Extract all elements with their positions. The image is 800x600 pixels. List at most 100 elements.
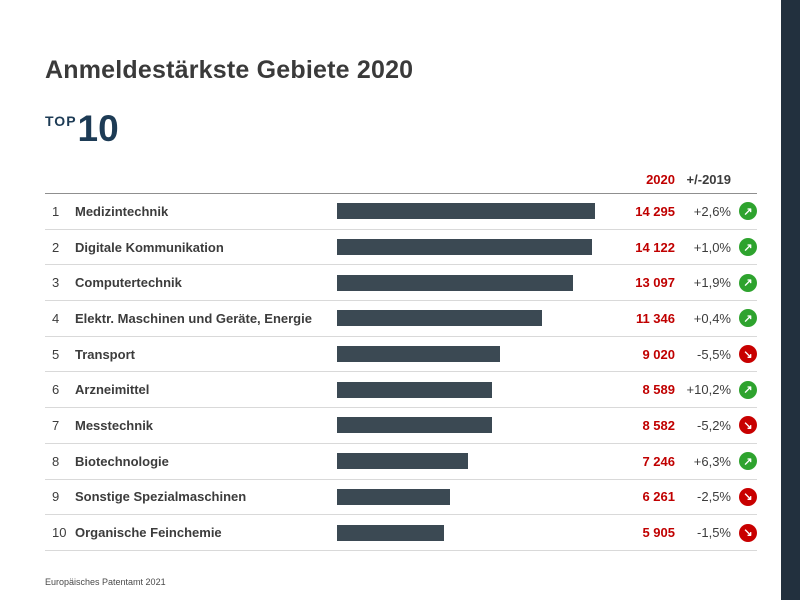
change-label: +2,6% <box>693 203 731 219</box>
category-label: Sonstige Spezialmaschinen <box>75 489 247 505</box>
accent-strip <box>781 0 800 600</box>
rank-label: 7 <box>52 417 60 433</box>
trend-cell: ↘ <box>731 345 757 364</box>
trend-up-icon: ↗ <box>739 273 757 292</box>
top-number: 10 <box>77 108 119 149</box>
table-row: 7 Messtechnik 8 582 -5,2% ↘ <box>45 408 757 444</box>
value-label: 14 122 <box>635 239 675 255</box>
trend-down-icon: ↘ <box>739 487 757 506</box>
table-row: 6 Arzneimittel 8 589 +10,2% ↗ <box>45 372 757 409</box>
rank-label: 6 <box>52 382 60 398</box>
value-bar <box>337 381 492 398</box>
source-note: Europäisches Patentamt 2021 <box>45 577 166 587</box>
bar-cell <box>337 488 607 505</box>
table-header-row: 2020 +/-2019 <box>45 166 757 194</box>
trend-cell: ↗ <box>731 273 757 292</box>
rank-label: 9 <box>52 489 60 505</box>
category-label: Computertechnik <box>75 275 182 291</box>
trend-up-icon: ↗ <box>739 452 757 471</box>
change-label: +1,9% <box>693 275 731 291</box>
bar-cell <box>337 203 607 220</box>
bar-cell <box>337 239 607 256</box>
category-label: Digitale Kommunikation <box>75 239 224 255</box>
rank-label: 3 <box>52 275 60 291</box>
trend-down-icon: ↘ <box>739 345 757 364</box>
trend-up-icon: ↗ <box>739 202 757 221</box>
table-row: 8 Biotechnologie 7 246 +6,3% ↗ <box>45 444 757 480</box>
value-label: 13 097 <box>635 275 675 291</box>
rank-label: 4 <box>52 310 60 326</box>
change-label: -5,2% <box>697 417 731 433</box>
table-row: 3 Computertechnik 13 097 +1,9% ↗ <box>45 265 757 302</box>
category-label: Transport <box>75 346 135 362</box>
value-bar <box>337 453 468 470</box>
rank-label: 1 <box>52 203 60 219</box>
trend-cell: ↗ <box>731 238 757 257</box>
rank-label: 5 <box>52 346 60 362</box>
value-bar <box>337 203 595 220</box>
category-label: Arzneimittel <box>75 382 150 398</box>
column-header-year: 2020 <box>646 172 675 187</box>
bar-cell <box>337 524 607 541</box>
trend-cell: ↗ <box>731 202 757 221</box>
change-label: +10,2% <box>686 382 731 398</box>
trend-down-icon: ↘ <box>739 416 757 435</box>
value-label: 14 295 <box>635 203 675 219</box>
table-row: 10 Organische Feinchemie 5 905 -1,5% ↘ <box>45 515 757 551</box>
rank-label: 10 <box>52 525 67 541</box>
category-label: Organische Feinchemie <box>75 525 222 541</box>
rank-label: 2 <box>52 239 60 255</box>
change-label: +1,0% <box>693 239 731 255</box>
ranking-table: 2020 +/-2019 1 Medizintechnik 14 295 +2,… <box>45 166 757 551</box>
value-label: 5 905 <box>642 525 675 541</box>
value-bar <box>337 524 444 541</box>
change-label: -1,5% <box>697 525 731 541</box>
page-title: Anmeldestärkste Gebiete 2020 <box>45 56 414 84</box>
category-label: Medizintechnik <box>75 203 169 219</box>
table-row: 5 Transport 9 020 -5,5% ↘ <box>45 337 757 373</box>
top-label: TOP <box>45 113 77 129</box>
category-label: Elektr. Maschinen und Geräte, Energie <box>75 310 312 326</box>
table-row: 4 Elektr. Maschinen und Geräte, Energie … <box>45 301 757 337</box>
trend-cell: ↘ <box>731 487 757 506</box>
trend-cell: ↘ <box>731 416 757 435</box>
trend-down-icon: ↘ <box>739 523 757 542</box>
bar-cell <box>337 346 607 363</box>
bar-cell <box>337 310 607 327</box>
bar-cell <box>337 381 607 398</box>
value-label: 8 582 <box>642 417 675 433</box>
value-label: 8 589 <box>642 382 675 398</box>
value-label: 9 020 <box>642 346 675 362</box>
table-row: 2 Digitale Kommunikation 14 122 +1,0% ↗ <box>45 230 757 266</box>
table-row: 9 Sonstige Spezialmaschinen 6 261 -2,5% … <box>45 480 757 516</box>
change-label: -2,5% <box>697 489 731 505</box>
trend-cell: ↘ <box>731 523 757 542</box>
top10-badge: TOP 10 <box>45 110 119 147</box>
change-label: -5,5% <box>697 346 731 362</box>
value-bar <box>337 239 592 256</box>
value-bar <box>337 310 542 327</box>
value-label: 6 261 <box>642 489 675 505</box>
value-label: 11 346 <box>635 310 675 326</box>
trend-cell: ↗ <box>731 452 757 471</box>
table-row: 1 Medizintechnik 14 295 +2,6% ↗ <box>45 194 757 230</box>
change-label: +6,3% <box>693 453 731 469</box>
trend-up-icon: ↗ <box>739 238 757 257</box>
rank-label: 8 <box>52 453 60 469</box>
bar-cell <box>337 274 607 291</box>
value-label: 7 246 <box>642 453 675 469</box>
table-body: 1 Medizintechnik 14 295 +2,6% ↗ 2 Digita… <box>45 194 757 551</box>
trend-up-icon: ↗ <box>739 309 757 328</box>
trend-cell: ↗ <box>731 380 757 399</box>
column-header-change: +/-2019 <box>686 172 731 187</box>
value-bar <box>337 417 492 434</box>
category-label: Messtechnik <box>75 417 154 433</box>
category-label: Biotechnologie <box>75 453 169 469</box>
trend-up-icon: ↗ <box>739 380 757 399</box>
bar-cell <box>337 453 607 470</box>
value-bar <box>337 274 573 291</box>
value-bar <box>337 346 500 363</box>
change-label: +0,4% <box>693 310 731 326</box>
bar-cell <box>337 417 607 434</box>
value-bar <box>337 488 450 505</box>
